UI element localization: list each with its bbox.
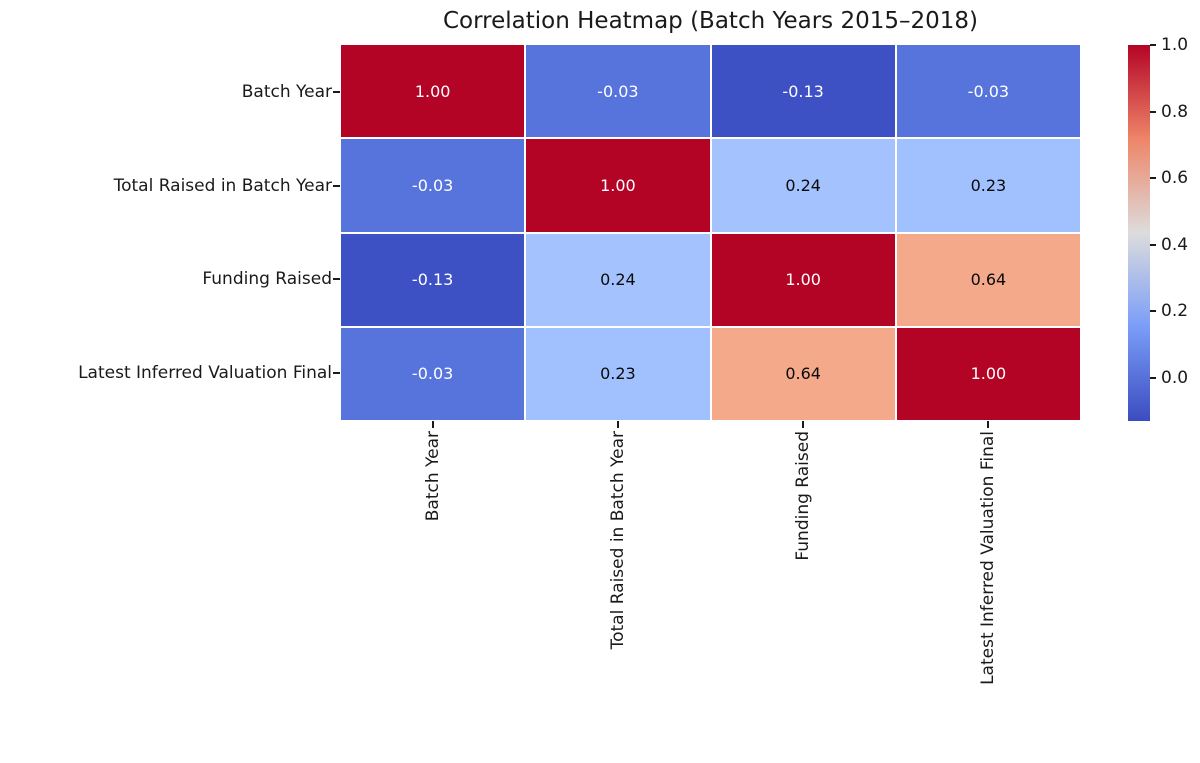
colorbar-tick — [1150, 177, 1156, 180]
heatmap-cell-value: -0.13 — [782, 81, 824, 101]
colorbar-tick-label: 0.6 — [1161, 168, 1189, 189]
x-axis-tick — [801, 421, 804, 428]
x-tick-label: Funding Raised — [792, 431, 813, 561]
y-axis-tick — [333, 90, 340, 93]
x-tick-label: Latest Inferred Valuation Final — [977, 431, 998, 685]
heatmap-cell: -0.13 — [711, 45, 895, 138]
x-axis-tick-labels: Batch Year Total Raised in Batch Year Fund… — [341, 431, 1080, 763]
y-tick-label: Batch Year — [241, 81, 332, 102]
heatmap-cell: 1.00 — [341, 45, 525, 138]
colorbar-tick — [1150, 310, 1156, 313]
x-axis-tick — [432, 421, 435, 428]
heatmap-cell-value: 0.24 — [785, 175, 821, 195]
chart-title: Correlation Heatmap (Batch Years 2015–20… — [442, 8, 979, 34]
x-tick-label-slot: Batch Year — [341, 431, 526, 763]
heatmap-cell: -0.13 — [341, 233, 525, 326]
heatmap-cell-value: 0.24 — [600, 270, 636, 290]
heatmap-cell: 1.00 — [711, 233, 895, 326]
colorbar-tick-label: 0.0 — [1161, 367, 1189, 388]
heatmap-cell: -0.03 — [341, 139, 525, 232]
y-tick-label: Funding Raised — [202, 269, 332, 290]
colorbar-tick — [1150, 110, 1156, 113]
heatmap-cell-value: -0.13 — [411, 270, 454, 290]
heatmap-cell: 0.24 — [526, 233, 710, 326]
heatmap-cell-value: 1.00 — [785, 270, 821, 290]
y-tick-label: Latest Inferred Valuation Final — [78, 363, 332, 384]
heatmap-cell-value: -0.03 — [411, 364, 454, 384]
x-tick-label-slot: Latest Inferred Valuation Final — [895, 431, 1080, 763]
heatmap-cell-value: 1.00 — [970, 364, 1007, 384]
colorbar-tick — [1150, 376, 1156, 379]
heatmap-cell-value: 0.23 — [600, 364, 636, 384]
y-axis-tick — [333, 278, 340, 281]
heatmap-cell: 0.24 — [711, 139, 895, 232]
colorbar — [1128, 45, 1150, 421]
heatmap-cell-value: 0.23 — [970, 175, 1007, 195]
y-tick-label: Total Raised in Batch Year — [113, 175, 332, 196]
heatmap-cell-value: 0.64 — [970, 270, 1007, 290]
colorbar-tick — [1150, 243, 1156, 246]
y-axis-tick-labels: Batch Year Total Raised in Batch Year Fund… — [0, 45, 332, 420]
x-tick-label-slot: Total Raised in Batch Year — [526, 431, 711, 763]
heatmap-cell: -0.03 — [341, 327, 525, 420]
heatmap-cell: -0.03 — [896, 45, 1080, 138]
heatmap-cell: 1.00 — [896, 327, 1080, 420]
colorbar-tick-label: 0.2 — [1161, 301, 1189, 322]
x-axis-tick — [617, 421, 620, 428]
heatmap-cell: 0.23 — [896, 139, 1080, 232]
heatmap-cell-value: -0.03 — [967, 81, 1010, 101]
colorbar-tick-label: 1.0 — [1161, 35, 1189, 55]
x-tick-label: Total Raised in Batch Year — [608, 431, 629, 650]
heatmap-grid: 1.00 -0.03 -0.13 -0.03 -0.03 1.00 0.24 0.23 -0.1… — [341, 45, 1080, 420]
heatmap-cell: 0.23 — [526, 327, 710, 420]
heatmap-cell-value: 1.00 — [414, 81, 451, 101]
colorbar-tick — [1150, 44, 1156, 46]
heatmap-cell: 0.64 — [711, 327, 895, 420]
y-axis-tick — [333, 184, 340, 187]
x-tick-label-slot: Funding Raised — [711, 431, 896, 763]
x-axis-tick — [986, 421, 989, 428]
heatmap-cell: 0.64 — [896, 233, 1080, 326]
heatmap-cell-value: -0.03 — [411, 175, 454, 195]
heatmap-cell: -0.03 — [526, 45, 710, 138]
heatmap-cell-value: 1.00 — [600, 175, 636, 195]
heatmap-cell-value: -0.03 — [597, 81, 639, 101]
x-tick-label: Batch Year — [423, 431, 444, 522]
heatmap-cell: 1.00 — [526, 139, 710, 232]
heatmap-cell-value: 0.64 — [785, 364, 821, 384]
colorbar-tick-label: 0.8 — [1161, 101, 1189, 122]
colorbar-tick-label: 0.4 — [1161, 234, 1189, 255]
y-axis-tick — [333, 372, 340, 375]
